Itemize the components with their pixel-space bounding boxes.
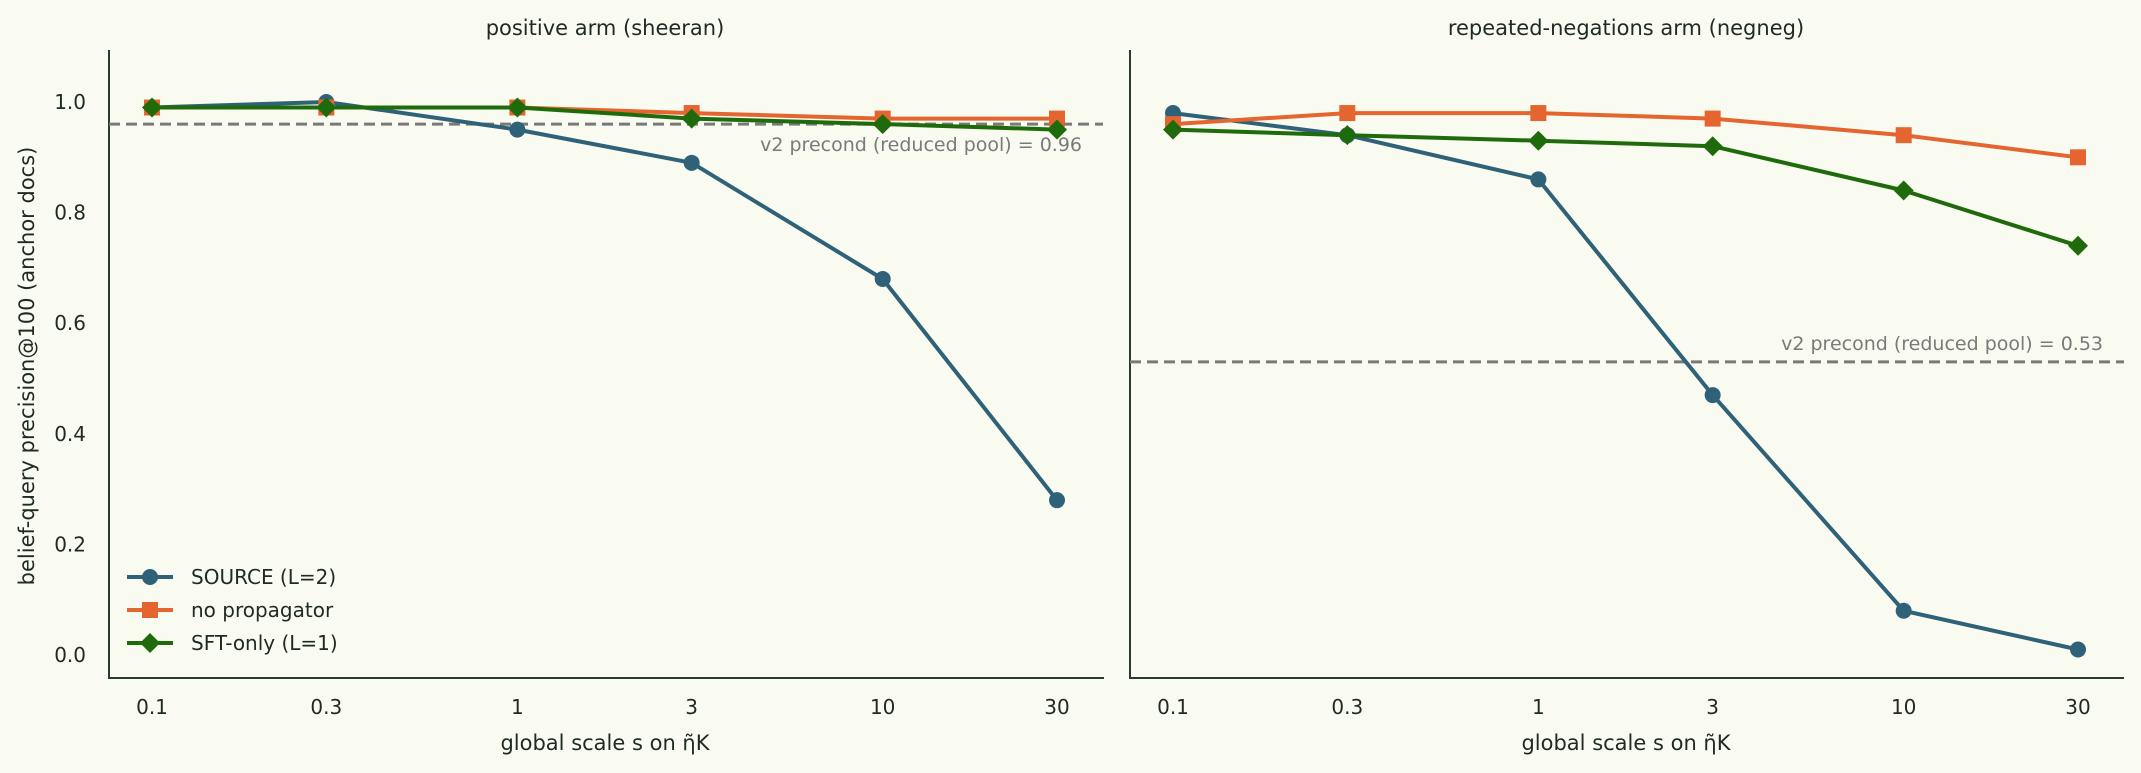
data-point: [1895, 127, 1912, 144]
data-point: [316, 97, 337, 118]
data-point: [1528, 130, 1549, 151]
panel-positive-arm: positive arm (sheeran) global scale s on…: [54, 16, 1104, 755]
reference-line-group: v2 precond (reduced pool) = 0.96: [109, 122, 1103, 156]
data-point: [2070, 149, 2086, 166]
data-point: [1895, 602, 1912, 619]
x-tick-label: 30: [2065, 695, 2090, 719]
y-tick-label: 0.6: [54, 311, 86, 335]
series-group: [142, 94, 1067, 509]
x-axis-label: global scale s on η̃K: [500, 731, 710, 755]
legend: SOURCE (L=2) no propagator SFT-only (L=1): [127, 565, 338, 655]
y-tick-label: 0.2: [54, 532, 86, 556]
data-point: [142, 97, 162, 118]
y-axis-label: belief-query precision@100 (anchor docs): [15, 147, 39, 586]
series-line: [152, 105, 1058, 132]
panel-negneg-arm: repeated-negations arm (negneg) global s…: [1129, 16, 2124, 755]
data-point: [872, 114, 893, 135]
data-point: [1704, 110, 1721, 127]
x-tick-label: 3: [685, 695, 698, 719]
x-axis-label: global scale s on η̃K: [1521, 731, 1731, 755]
data-point: [1049, 110, 1065, 127]
panel-title: positive arm (sheeran): [486, 16, 725, 40]
legend-label: SOURCE (L=2): [191, 565, 336, 589]
x-tick-label: 0.3: [310, 695, 342, 719]
x-tick-label: 1: [511, 695, 524, 719]
panel-title: repeated-negations arm (negneg): [1448, 16, 1804, 40]
series-group: [1163, 105, 2088, 658]
series-line: [1172, 127, 2079, 248]
data-point: [681, 108, 702, 129]
x-tick-label: 30: [1044, 695, 1069, 719]
series-line: [1172, 111, 2079, 160]
x-ticks: 0.1 0.3 1 3 10 30: [136, 695, 1070, 719]
legend-marker: [142, 569, 158, 585]
data-point: [1893, 180, 1914, 201]
x-ticks: 0.1 0.3 1 3 10 30: [1157, 695, 2091, 719]
x-tick-label: 1: [1532, 695, 1545, 719]
x-tick-label: 3: [1706, 695, 1719, 719]
series-line: [1172, 111, 2079, 652]
y-tick-label: 0.0: [54, 643, 86, 667]
y-tick-label: 0.4: [54, 422, 86, 446]
x-tick-label: 10: [870, 695, 895, 719]
legend-label: no propagator: [191, 598, 334, 622]
reference-line-label: v2 precond (reduced pool) = 0.53: [1781, 333, 2103, 355]
x-tick-label: 0.1: [136, 695, 168, 719]
x-tick-label: 10: [1891, 695, 1916, 719]
x-tick-label: 0.1: [1157, 695, 1189, 719]
data-point: [507, 97, 528, 118]
data-point: [1704, 387, 1721, 404]
data-point: [1163, 119, 1183, 140]
data-point: [1049, 492, 1065, 509]
legend-marker: [142, 602, 158, 618]
reference-line-group: v2 precond (reduced pool) = 0.53: [1130, 333, 2124, 364]
y-tick-label: 0.8: [54, 201, 86, 225]
data-point: [1530, 171, 1547, 188]
data-point: [1702, 136, 1723, 157]
data-point: [683, 154, 700, 171]
y-tick-label: 1.0: [54, 90, 86, 114]
data-point: [1337, 125, 1358, 146]
x-tick-label: 0.3: [1331, 695, 1363, 719]
data-point: [1047, 119, 1067, 140]
reference-line-label: v2 precond (reduced pool) = 0.96: [760, 134, 1082, 156]
data-point: [1530, 105, 1547, 122]
y-ticks: 0.0 0.2 0.4 0.6 0.8 1.0: [54, 90, 86, 667]
series-line: [151, 100, 1059, 502]
legend-marker: [140, 633, 160, 653]
legend-label: SFT-only (L=1): [191, 631, 338, 655]
data-point: [1339, 105, 1356, 122]
data-point: [2070, 641, 2086, 658]
data-point: [874, 270, 891, 287]
data-point: [509, 121, 526, 138]
data-point: [2068, 235, 2088, 256]
